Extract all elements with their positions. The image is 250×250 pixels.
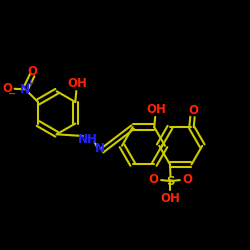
Text: +: + <box>27 80 34 88</box>
Text: N: N <box>20 83 30 96</box>
Text: OH: OH <box>160 192 180 205</box>
Text: O: O <box>28 66 38 78</box>
Text: OH: OH <box>68 77 88 90</box>
Text: OH: OH <box>147 102 167 116</box>
Text: O: O <box>183 173 193 186</box>
Text: O: O <box>188 104 198 117</box>
Text: −: − <box>8 89 16 99</box>
Text: O: O <box>148 173 158 186</box>
Text: O: O <box>2 82 12 95</box>
Text: N: N <box>94 142 104 155</box>
Text: S: S <box>166 174 175 188</box>
Text: NH: NH <box>78 133 98 146</box>
